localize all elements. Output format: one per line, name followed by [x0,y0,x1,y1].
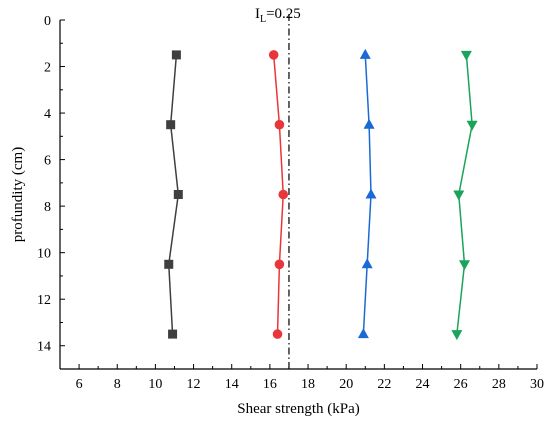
y-tick-label: 4 [44,107,51,122]
data-point [460,50,472,61]
data-point [363,118,375,129]
data-point [166,120,176,130]
x-tick-label: 20 [339,377,353,392]
reference-line-label: IL=0.25 [255,6,301,25]
x-tick-label: 22 [377,377,391,392]
reference-label-value: =0.25 [266,6,301,22]
y-tick-label: 6 [44,154,51,169]
series-1 [164,50,183,339]
data-point [272,329,283,339]
y-tick-label: 0 [44,14,51,29]
y-tick-label: 12 [37,293,51,308]
data-point [164,259,174,269]
series-4 [451,50,478,341]
x-tick-label: 16 [263,377,277,392]
y-axis-title: profundity (cm) [10,147,26,242]
reference-label-sub: L [260,14,266,25]
x-tick-label: 6 [76,377,83,392]
data-point [173,190,183,199]
x-tick-label: 28 [492,377,506,392]
x-tick-label: 8 [114,377,121,392]
data-point [268,50,279,60]
data-point [365,188,377,199]
x-tick-label: 18 [301,377,315,392]
data-point [466,120,478,131]
data-point [359,48,371,59]
data-point [357,328,369,339]
series-2 [268,50,289,339]
axes-layer [59,20,537,370]
x-tick-label: 12 [187,377,201,392]
x-tick-label: 30 [530,377,544,392]
x-tick-label: 24 [416,377,430,392]
data-point [451,330,463,341]
data-point [274,119,285,130]
y-tick-label: 8 [44,200,51,215]
data-point [278,189,289,200]
data-point [361,258,373,269]
data-point [453,190,465,201]
y-tick-label: 14 [37,340,51,355]
reference-line-layer: IL=0.25 [255,6,301,369]
x-axis-title: Shear strength (kPa) [237,401,359,417]
y-tick-label: 10 [37,247,51,262]
y-tick-label: 2 [44,61,51,76]
data-point [458,260,470,271]
series-3 [357,48,377,339]
x-tick-label: 10 [148,377,162,392]
data-point [171,50,181,60]
series-layer [164,48,478,341]
reference-label-main: I [255,6,260,22]
data-point [274,259,285,270]
data-point [168,329,178,339]
x-tick-label: 14 [225,377,239,392]
x-tick-label: 26 [454,377,468,392]
